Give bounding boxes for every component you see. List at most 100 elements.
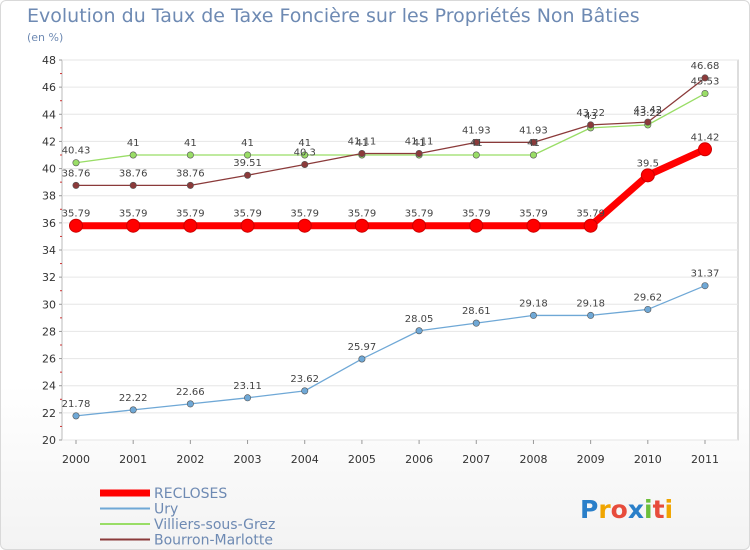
data-label: 22.22 [119,393,148,404]
proxiti-logo: Proxiti [580,495,673,524]
data-point [412,218,427,233]
data-label: 35.79 [62,209,91,220]
y-minor-tick [60,371,62,373]
data-label: 28.61 [462,306,491,317]
data-label: 45.53 [691,77,720,88]
x-tick-label: 2007 [462,453,490,466]
y-minor-tick [60,344,62,346]
data-point [415,327,423,335]
data-point [186,181,194,189]
chart-subtitle: (en %) [27,31,64,44]
y-tick-label: 32 [42,271,56,284]
data-label: 38.76 [176,168,205,179]
data-label: 29.18 [576,298,605,309]
data-point [72,412,80,420]
data-label: 35.79 [233,209,262,220]
data-point [186,151,194,159]
data-label: 38.76 [119,168,148,179]
data-point [529,151,537,159]
data-label: 41.42 [691,132,720,143]
series-line-recloses [76,146,707,230]
data-point [587,121,595,129]
data-label: 38.76 [62,168,91,179]
logo-letter: i [644,495,653,524]
data-label: 31.37 [691,269,720,280]
data-point [354,218,369,233]
data-point [301,387,309,395]
y-tick-label: 38 [42,190,56,203]
data-point [472,138,480,146]
data-point [644,118,652,126]
data-label: 43.22 [576,108,605,119]
data-label: 25.97 [348,342,377,353]
data-point [529,138,537,146]
data-label: 41 [356,138,369,149]
x-tick-label: 2011 [691,453,719,466]
data-point [701,74,709,82]
y-minor-tick [60,127,62,129]
x-tick-label: 2002 [176,453,204,466]
data-label: 21.78 [62,399,91,410]
data-label: 29.18 [519,298,548,309]
data-label: 43 [584,111,597,122]
y-tick-label: 48 [42,54,56,67]
data-point [72,159,80,167]
data-point [129,151,137,159]
data-label: 22.66 [176,387,205,398]
chart-title: Evolution du Taux de Taxe Foncière sur l… [27,5,640,27]
x-tick-label: 2010 [634,453,662,466]
series-line-ury [75,285,706,417]
data-point [640,168,655,183]
data-label: 35.79 [119,209,148,220]
x-tick-label: 2003 [234,453,262,466]
data-label: 41 [470,138,483,149]
data-label: 41 [527,138,540,149]
legend-label: RECLOSES [154,486,227,502]
data-point [583,218,598,233]
y-tick-label: 42 [42,135,56,148]
x-tick-label: 2004 [291,453,319,466]
logo-letter: t [653,495,665,524]
y-tick-label: 46 [42,81,56,94]
data-label: 43.42 [633,105,662,116]
x-tick-label: 2001 [119,453,147,466]
data-point [244,394,252,402]
data-point [587,311,595,319]
data-point [69,218,83,233]
y-minor-tick [60,398,62,400]
data-label: 41 [298,138,311,149]
data-label: 41 [127,138,140,149]
data-label: 23.11 [233,381,262,392]
logo-letter: x [628,495,644,524]
y-tick-label: 40 [42,163,56,176]
data-point [701,90,709,98]
x-tick-label: 2006 [405,453,433,466]
data-label: 35.79 [405,209,434,220]
data-label: 35.79 [348,209,377,220]
y-tick-label: 20 [42,434,56,447]
y-minor-tick [60,235,62,237]
y-minor-tick [60,425,62,427]
data-label: 39.51 [233,158,262,169]
logo-letter: i [665,495,674,524]
y-tick-label: 26 [42,353,56,366]
series-line-villiers-sous-grez [75,92,706,164]
y-minor-tick [60,317,62,319]
x-tick-label: 2008 [519,453,547,466]
data-point [529,311,537,319]
data-label: 41 [184,138,197,149]
data-point [129,181,137,189]
data-point [129,406,137,414]
legend-label: Villiers-sous-Grez [154,517,275,533]
x-tick-label: 2005 [348,453,376,466]
y-minor-tick [60,290,62,292]
data-label: 43.22 [633,108,662,119]
data-label: 39.5 [637,158,659,169]
data-point [358,150,366,158]
y-minor-tick [60,73,62,75]
data-point [183,218,198,233]
data-point [244,171,252,179]
y-tick-label: 44 [42,108,56,121]
y-tick-label: 22 [42,407,56,420]
